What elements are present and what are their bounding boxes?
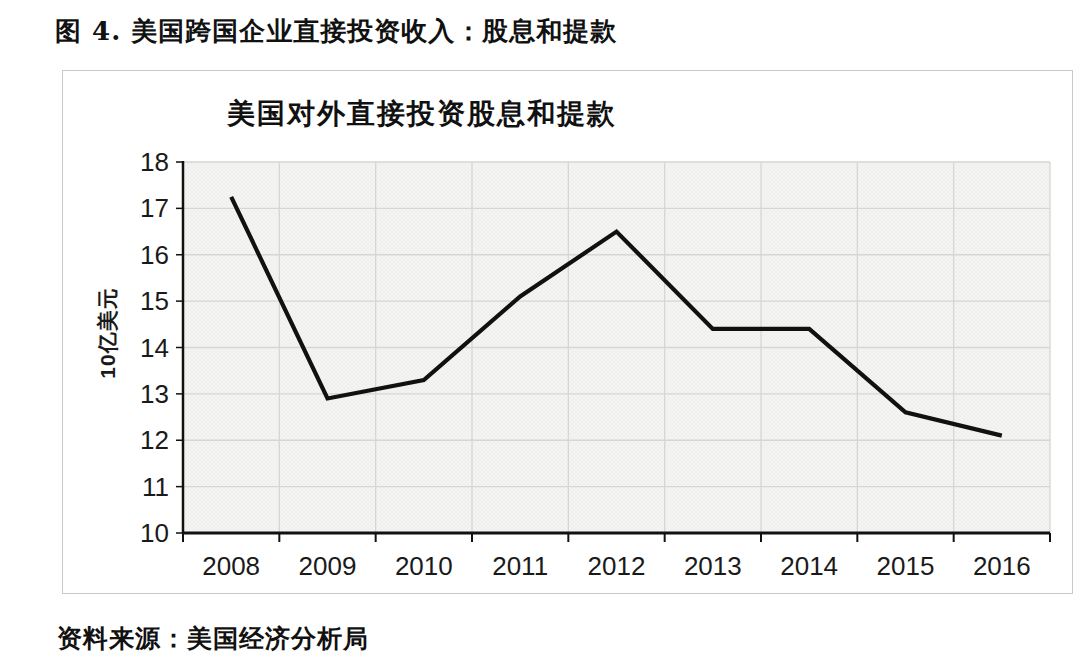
x-tick-label: 2010 bbox=[395, 551, 453, 581]
y-tick-label: 11 bbox=[142, 472, 169, 502]
y-tick-label: 13 bbox=[140, 379, 169, 409]
page-container: 图 4. 美国跨国企业直接投资收入：股息和提款 10 11 12 13 14 15 16 17… bbox=[0, 0, 1080, 670]
x-tick-label: 2011 bbox=[492, 551, 548, 581]
x-tick-label: 2015 bbox=[877, 551, 935, 581]
line-chart-plot: 10 11 12 13 14 15 16 17 18 2008 2009 2010 2011 2012 20… bbox=[63, 71, 1072, 593]
y-tick-label: 14 bbox=[140, 333, 169, 363]
x-tick-label: 2016 bbox=[973, 551, 1031, 581]
x-tick-label: 2013 bbox=[684, 551, 742, 581]
x-tick-label: 2012 bbox=[588, 551, 646, 581]
y-tick-label: 16 bbox=[140, 240, 169, 270]
y-tick-label: 18 bbox=[140, 147, 169, 177]
y-tick-label: 17 bbox=[140, 193, 169, 223]
y-tick-label: 15 bbox=[140, 286, 169, 316]
x-tick-label: 2009 bbox=[299, 551, 357, 581]
x-tick-label: 2008 bbox=[202, 551, 260, 581]
y-tick-label: 12 bbox=[140, 425, 169, 455]
figure-title: 图 4. 美国跨国企业直接投资收入：股息和提款 bbox=[55, 14, 617, 49]
chart-title: 美国对外直接投资股息和提款 bbox=[227, 95, 617, 133]
y-axis-title: 10亿美元 bbox=[96, 287, 119, 378]
chart-frame: 10 11 12 13 14 15 16 17 18 2008 2009 2010 2011 2012 20… bbox=[62, 70, 1073, 594]
source-note: 资料来源：美国经济分析局 bbox=[57, 622, 369, 655]
x-tick-label: 2014 bbox=[780, 551, 838, 581]
y-tick-label: 10 bbox=[140, 518, 169, 548]
